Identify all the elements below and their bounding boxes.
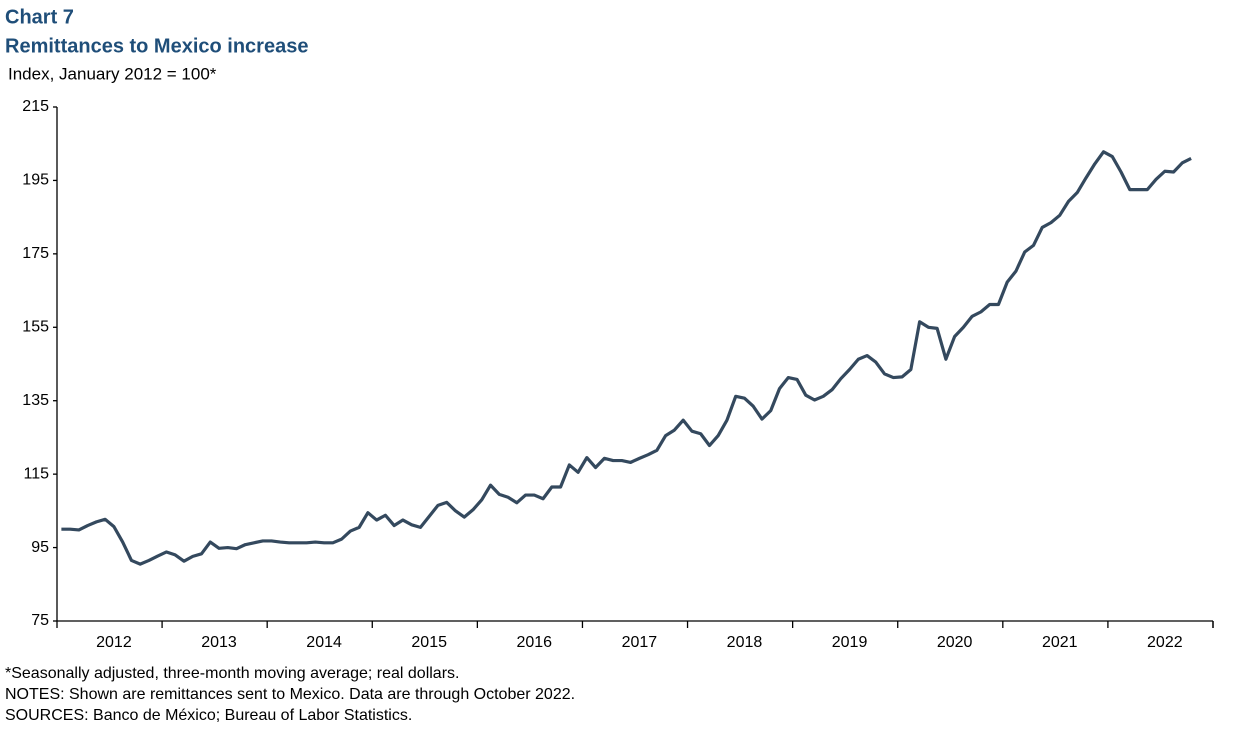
note: NOTES: Shown are remittances sent to Mex… bbox=[5, 686, 575, 703]
note: SOURCES: Banco de México; Bureau of Labo… bbox=[5, 707, 412, 724]
x-tick-label: 2016 bbox=[516, 634, 552, 651]
y-axis-label: Index, January 2012 = 100* bbox=[8, 64, 217, 83]
x-tick-label: 2017 bbox=[622, 634, 658, 651]
y-tick-label: 115 bbox=[23, 465, 49, 482]
x-tick-label: 2022 bbox=[1147, 634, 1183, 651]
y-tick-label: 95 bbox=[31, 539, 49, 556]
chart-subtitle: Remittances to Mexico increase bbox=[5, 35, 308, 57]
chart-title: Chart 7 bbox=[5, 6, 74, 28]
x-tick-label: 2021 bbox=[1042, 634, 1078, 651]
x-tick-label: 2018 bbox=[727, 634, 763, 651]
y-tick-label: 215 bbox=[22, 98, 49, 115]
y-tick-label: 195 bbox=[22, 172, 49, 189]
x-tick-label: 2020 bbox=[937, 634, 973, 651]
y-tick-label: 175 bbox=[22, 245, 49, 262]
x-tick-label: 2012 bbox=[96, 634, 132, 651]
y-tick-label: 75 bbox=[31, 612, 49, 629]
x-tick-label: 2013 bbox=[201, 634, 237, 651]
note: *Seasonally adjusted, three-month moving… bbox=[5, 665, 459, 682]
y-tick-label: 155 bbox=[22, 319, 49, 336]
x-tick-label: 2015 bbox=[411, 634, 447, 651]
x-tick-label: 2014 bbox=[306, 634, 342, 651]
data-line bbox=[61, 150, 1192, 566]
x-tick-label: 2019 bbox=[832, 634, 868, 651]
y-tick-label: 135 bbox=[22, 392, 49, 409]
